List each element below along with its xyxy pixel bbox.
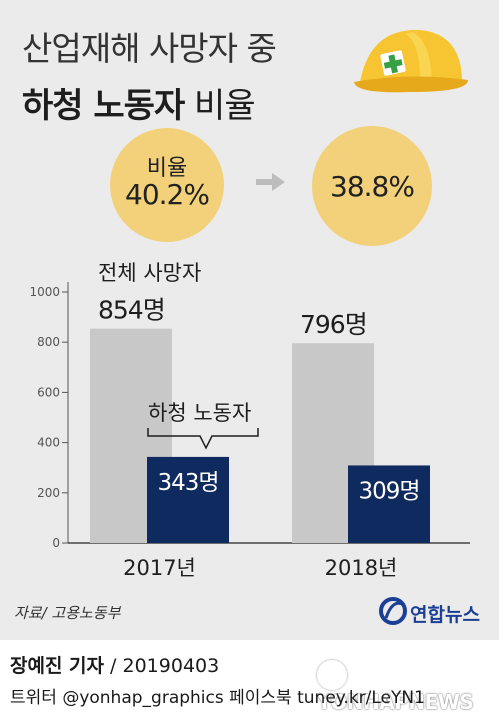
hard-hat-icon — [354, 29, 468, 93]
ratio-circle-2018: 38.8% — [312, 126, 432, 246]
watermark-ring-icon — [317, 660, 347, 690]
arrow-right-icon — [256, 173, 285, 191]
social-links: 트위터 @yonhap_graphics 페이스북 tuney.kr/LeYN1 — [10, 688, 425, 708]
bar-sub-1 — [147, 456, 229, 543]
ratio-circle-2017: 비율 40.2% — [110, 128, 224, 242]
title-line-1: 산업재해 사망자 중 — [22, 29, 277, 68]
title-line-2: 하청 노동자 비율 — [22, 78, 256, 127]
y-tick-label: 400 — [37, 436, 60, 450]
callout-bracket — [147, 428, 259, 450]
title-bold: 하청 노동자 — [22, 86, 185, 126]
y-tick-label: 200 — [37, 486, 60, 500]
title-rest: 비율 — [184, 86, 256, 126]
y-tick-label: 600 — [37, 385, 60, 399]
infographic-panel: 산업재해 사망자 중 하청 노동자 비율 비율 40.2% 38.8% 0 200… — [0, 0, 499, 640]
source-note: 자료/ 고용노동부 — [14, 604, 121, 622]
value-label-total-1: 854명 — [98, 296, 165, 325]
ratio-label: 비율 — [146, 156, 188, 181]
category-label-1: 2017년 — [123, 556, 196, 580]
y-tick-label: 0 — [52, 536, 60, 550]
credit-date: / 20190403 — [104, 655, 220, 677]
reporter-credit: 장예진 기자 / 20190403 — [10, 651, 219, 678]
value-label-sub-2: 309명 — [358, 478, 419, 504]
yonhap-logo-icon — [379, 597, 407, 625]
reporter-name: 장예진 기자 — [10, 655, 105, 677]
value-label-sub-1: 343명 — [157, 470, 218, 496]
y-tick-label: 800 — [37, 335, 60, 349]
bar-sub-2 — [348, 465, 430, 543]
category-label-2: 2018년 — [325, 556, 398, 580]
series-label-total: 전체 사망자 — [98, 261, 201, 285]
value-label-total-2: 796명 — [300, 310, 367, 339]
ratio-value-2018: 38.8% — [330, 170, 415, 203]
series-label-sub: 하청 노동자 — [148, 401, 251, 425]
y-tick-label: 1000 — [29, 285, 60, 299]
bar-chart: 0 200 400 600 800 1000 854명 343명 2017년 796명 309명 20… — [29, 261, 470, 580]
ratio-value-2017: 40.2% — [125, 178, 210, 211]
yonhap-logo-text: 연합뉴스 — [410, 604, 480, 626]
